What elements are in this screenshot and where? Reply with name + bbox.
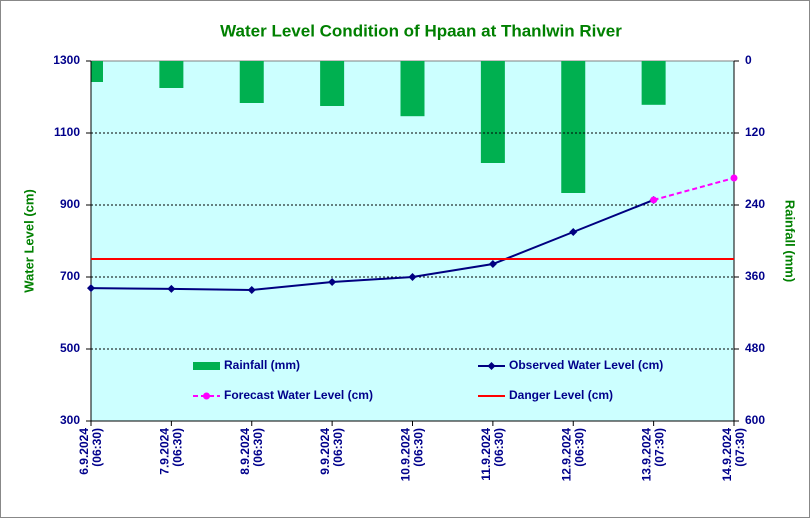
x-tick-label: 11.9.2024(06:30) <box>479 428 506 481</box>
x-tick-label: 10.9.2024(06:30) <box>399 428 426 482</box>
y2-tick-label: 240 <box>745 197 765 211</box>
water-level-line <box>90 199 654 291</box>
x-tick-label-line: 10.9.2024 <box>399 428 413 482</box>
x-tick-label-line: 14.9.2024 <box>720 428 734 482</box>
rainfall-bar <box>561 61 586 193</box>
water-level-line <box>653 177 735 201</box>
chart-title: Water Level Condition of Hpaan at Thanlw… <box>220 21 622 40</box>
x-tick-label-line: 13.9.2024 <box>640 428 654 482</box>
x-tick-label: 14.9.2024(07:30) <box>720 428 747 482</box>
x-tick-label: 13.9.2024(07:30) <box>640 428 667 482</box>
x-tick-label: 6.9.2024(06:30) <box>77 428 104 475</box>
rainfall-bar <box>239 61 264 103</box>
point <box>87 284 95 293</box>
rainfall-bar <box>320 61 345 106</box>
legend-label: Forecast Water Level (cm) <box>224 388 373 402</box>
legend-marker <box>203 392 210 400</box>
x-tick-label-line: 9.9.2024 <box>318 428 332 475</box>
x-tick-label: 7.9.2024(06:30) <box>158 428 185 475</box>
rainfall-bar <box>480 61 505 163</box>
point <box>167 284 176 293</box>
x-tick-label-line: (06:30) <box>331 428 345 467</box>
point <box>488 260 497 269</box>
x-tick-label-line: (07:30) <box>653 428 667 467</box>
y2-tick-label: 0 <box>745 53 752 67</box>
legend-label: Observed Water Level (cm) <box>509 358 663 372</box>
rainfall-bar <box>91 61 103 82</box>
x-tick-label: 8.9.2024(06:30) <box>238 428 265 475</box>
point <box>730 174 738 182</box>
x-tick-label-line: 7.9.2024 <box>158 428 172 475</box>
y2-tick-label: 480 <box>745 341 765 355</box>
rainfall-bar <box>400 61 425 117</box>
x-tick-label-line: (06:30) <box>412 428 426 467</box>
x-tick-label-line: 11.9.2024 <box>479 428 493 481</box>
rainfall-bar <box>641 61 666 105</box>
x-tick-label-line: (07:30) <box>733 428 747 467</box>
legend-swatch <box>193 362 220 370</box>
x-tick-label-line: (06:30) <box>492 428 506 467</box>
y-tick-label: 1300 <box>53 53 80 67</box>
y-tick-label: 1100 <box>54 125 80 139</box>
y2-tick-label: 120 <box>745 125 765 139</box>
rainfall-bar <box>159 61 184 88</box>
legend-marker <box>487 362 496 370</box>
y2-tick-label: 360 <box>745 269 765 283</box>
plot-area <box>90 60 735 422</box>
y2-tick-label: 600 <box>745 413 765 427</box>
point <box>650 196 658 204</box>
y-tick-label: 500 <box>60 341 80 355</box>
legend-label: Rainfall (mm) <box>224 358 300 372</box>
x-tick-label-line: (06:30) <box>90 428 104 467</box>
point <box>408 273 417 281</box>
y-tick-label: 900 <box>60 197 80 211</box>
y-axis-title: Water Level (cm) <box>21 189 36 293</box>
bar-layer <box>91 61 666 193</box>
point <box>569 228 578 236</box>
point <box>328 278 337 287</box>
y-tick-label: 300 <box>60 413 80 427</box>
x-tick-label-line: (06:30) <box>251 428 265 467</box>
x-tick-label-line: 12.9.2024 <box>559 428 573 482</box>
x-tick-label-line: (06:30) <box>572 428 586 467</box>
x-tick-label-line: 8.9.2024 <box>238 428 252 475</box>
x-tick-label: 9.9.2024(06:30) <box>318 428 345 475</box>
x-tick-label: 12.9.2024(06:30) <box>559 428 586 482</box>
x-tick-label-line: 6.9.2024 <box>77 428 91 475</box>
point <box>247 285 256 294</box>
y-tick-label: 700 <box>60 269 80 283</box>
y2-axis-title: Rainfall (mm) <box>783 200 798 282</box>
x-tick-label-line: (06:30) <box>171 428 185 467</box>
legend-label: Danger Level (cm) <box>509 388 613 402</box>
